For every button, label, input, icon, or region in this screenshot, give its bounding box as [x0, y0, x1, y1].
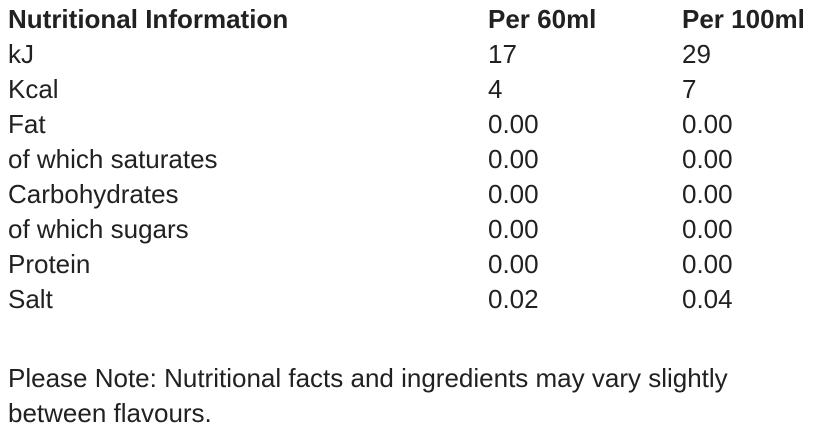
disclaimer-note: Please Note: Nutritional facts and ingre…	[8, 361, 818, 431]
value-per-60ml: 0.02	[488, 284, 539, 314]
nutrient-label: Fat	[8, 109, 46, 139]
table-row-carbohydrates: Carbohydrates 0.00 0.00	[8, 177, 818, 212]
header-per-100ml: Per 100ml	[682, 4, 805, 34]
table-row-kj: kJ 17 29	[8, 37, 818, 72]
nutrient-label: Protein	[8, 249, 91, 279]
value-per-60ml: 17	[488, 39, 517, 69]
table-row-sugars: of which sugars 0.00 0.00	[8, 212, 818, 247]
nutrient-label: Salt	[8, 284, 53, 314]
value-per-100ml: 0.00	[682, 179, 733, 209]
nutrition-table: Nutritional Information Per 60ml Per 100…	[8, 2, 818, 317]
value-per-60ml: 0.00	[488, 109, 539, 139]
nutrient-label: Carbohydrates	[8, 179, 179, 209]
nutrient-label: of which saturates	[8, 144, 218, 174]
value-per-100ml: 0.04	[682, 284, 733, 314]
table-row-kcal: Kcal 4 7	[8, 72, 818, 107]
table-row-saturates: of which saturates 0.00 0.00	[8, 142, 818, 177]
value-per-60ml: 0.00	[488, 179, 539, 209]
value-per-60ml: 0.00	[488, 249, 539, 279]
header-per-60ml: Per 60ml	[488, 4, 597, 34]
table-header-row: Nutritional Information Per 60ml Per 100…	[8, 2, 818, 37]
table-row-fat: Fat 0.00 0.00	[8, 107, 818, 142]
nutrient-label: of which sugars	[8, 214, 189, 244]
value-per-100ml: 0.00	[682, 249, 733, 279]
nutrient-label: Kcal	[8, 74, 59, 104]
value-per-100ml: 7	[682, 74, 697, 104]
value-per-100ml: 29	[682, 39, 711, 69]
header-nutritional-information: Nutritional Information	[8, 4, 289, 34]
value-per-60ml: 0.00	[488, 214, 539, 244]
nutrient-label: kJ	[8, 39, 34, 69]
value-per-100ml: 0.00	[682, 214, 733, 244]
disclaimer-note-line1: Please Note: Nutritional facts and ingre…	[8, 363, 728, 393]
value-per-60ml: 0.00	[488, 144, 539, 174]
value-per-100ml: 0.00	[682, 144, 733, 174]
value-per-60ml: 4	[488, 74, 503, 104]
value-per-100ml: 0.00	[682, 109, 733, 139]
table-row-salt: Salt 0.02 0.04	[8, 282, 818, 317]
disclaimer-note-line2: between flavours.	[8, 398, 212, 428]
table-row-protein: Protein 0.00 0.00	[8, 247, 818, 282]
